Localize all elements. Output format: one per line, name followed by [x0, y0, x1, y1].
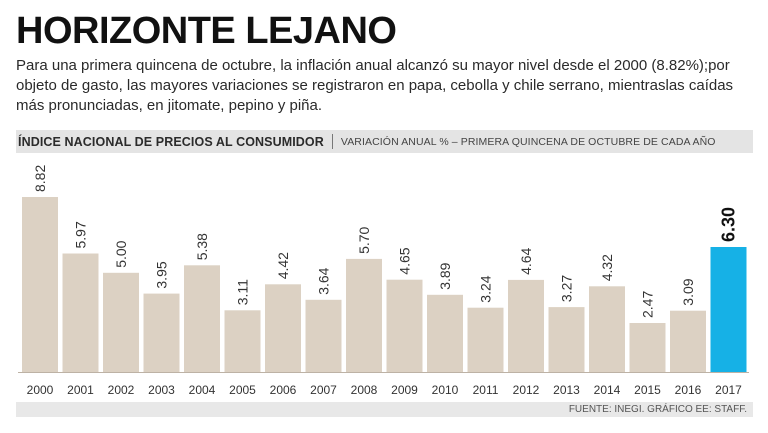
- bar-2007: [305, 299, 342, 372]
- tick-label-2016: 2016: [675, 383, 702, 397]
- tick-label-2013: 2013: [553, 383, 580, 397]
- tick-label-2003: 2003: [148, 383, 175, 397]
- value-label-2011: 3.24: [478, 275, 494, 302]
- tick-label-2012: 2012: [513, 383, 540, 397]
- header-divider: [331, 134, 333, 149]
- value-label-2001: 5.97: [73, 221, 89, 248]
- bar-2008: [346, 258, 382, 372]
- value-label-2013: 3.27: [559, 275, 575, 302]
- value-label-2016: 3.09: [680, 278, 696, 305]
- value-label-2007: 3.64: [316, 267, 332, 294]
- subtitle-text: Para una primera quincena de octubre, la…: [16, 57, 734, 114]
- tick-label-2002: 2002: [108, 383, 135, 397]
- value-label-2015: 2.47: [640, 291, 656, 318]
- bar-2017: [710, 247, 747, 372]
- chart-header-band: ÍNDICE NACIONAL DE PRECIOS AL CONSUMIDOR…: [16, 130, 753, 153]
- source-text: FUENTE: INEGI. GRÁFICO EE: STAFF.: [568, 404, 747, 415]
- tick-label-2011: 2011: [473, 383, 499, 397]
- source-footer: FUENTE: INEGI. GRÁFICO EE: STAFF.: [16, 402, 753, 417]
- value-label-2002: 5.00: [113, 240, 129, 267]
- value-label-2009: 4.65: [397, 247, 413, 274]
- bar-2002: [103, 272, 139, 372]
- chart-subtitle: VARIACIÓN ANUAL % – PRIMERA QUINCENA DE …: [340, 135, 716, 148]
- tick-label-2005: 2005: [229, 383, 256, 397]
- bar-2016: [670, 310, 706, 372]
- tick-label-2001: 2001: [67, 383, 94, 397]
- page-title: HORIZONTE LEJANO: [16, 10, 397, 52]
- tick-label-2014: 2014: [594, 383, 621, 397]
- value-label-2006: 4.42: [275, 252, 291, 279]
- tick-label-2004: 2004: [189, 383, 216, 397]
- bar-2005: [224, 310, 261, 372]
- value-label-2017: 6.30: [719, 207, 739, 242]
- bar-2010: [427, 294, 463, 372]
- bar-2003: [143, 293, 180, 372]
- value-label-2000: 8.82: [32, 165, 48, 192]
- tick-label-2006: 2006: [270, 383, 297, 397]
- tick-label-2008: 2008: [351, 383, 378, 397]
- bar-2011: [467, 307, 504, 372]
- bar-2015: [629, 323, 666, 372]
- value-label-2005: 3.11: [235, 279, 251, 305]
- bar-2001: [62, 253, 99, 372]
- bar-2004: [184, 265, 220, 372]
- bar-2000: [22, 197, 58, 372]
- value-label-2008: 5.70: [356, 226, 372, 253]
- value-label-2012: 4.64: [518, 247, 534, 274]
- value-label-2003: 3.95: [154, 261, 170, 288]
- bar-2014: [589, 286, 625, 372]
- bar-2013: [548, 307, 585, 372]
- tick-label-2000: 2000: [27, 383, 54, 397]
- tick-label-2007: 2007: [310, 383, 337, 397]
- tick-label-2015: 2015: [634, 383, 661, 397]
- tick-label-2010: 2010: [432, 383, 459, 397]
- value-label-2004: 5.38: [194, 233, 210, 260]
- value-label-2010: 3.89: [437, 262, 453, 289]
- bar-2006: [265, 284, 301, 372]
- value-label-2014: 4.32: [599, 254, 615, 281]
- tick-label-2017: 2017: [715, 383, 742, 397]
- tick-label-2009: 2009: [391, 383, 418, 397]
- bar-2012: [508, 279, 544, 372]
- bar-2009: [386, 279, 423, 372]
- chart-title: ÍNDICE NACIONAL DE PRECIOS AL CONSUMIDOR: [18, 134, 324, 149]
